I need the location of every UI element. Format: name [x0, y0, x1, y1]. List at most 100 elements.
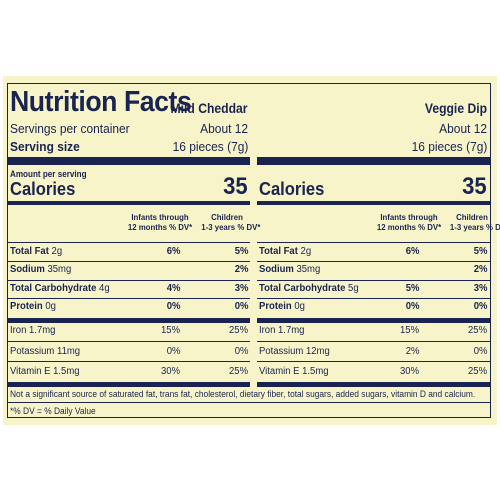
medium-rule-right	[257, 201, 490, 205]
header-divider	[8, 242, 250, 243]
nutrient-amount: 35mg	[47, 264, 72, 275]
nutrient-label-left: Vitamin E 1.5mg	[10, 367, 80, 377]
servings-value-left: About 12	[200, 121, 248, 136]
infants-dv-value: 6%	[166, 246, 180, 257]
nutrient-name: Total Fat	[259, 246, 298, 257]
row-divider	[257, 382, 490, 387]
children-dv-value: 3%	[234, 283, 248, 294]
children-dv-value: 2%	[234, 264, 248, 275]
daily-value-note: *% DV = % Daily Value	[10, 406, 96, 416]
infants-dv-value: 30%	[399, 366, 419, 377]
page-title: Nutrition Facts	[10, 86, 192, 118]
nutrient-name: Iron	[10, 325, 27, 336]
nutrient-label-left: Sodium 35mg	[10, 265, 71, 275]
children-dv-value: 5%	[234, 246, 248, 257]
thick-rule-left	[8, 157, 250, 165]
children-dv-value: 0%	[473, 301, 487, 312]
nutrient-label-right: Total Carbohydrate 5g	[259, 284, 359, 294]
medium-rule-left	[8, 201, 250, 205]
calories-label-left: Calories	[10, 179, 76, 199]
nutrient-amount: 2g	[300, 246, 312, 257]
nutrient-name: Protein	[10, 301, 43, 312]
children-dv-value: 25%	[228, 366, 248, 377]
row-divider	[257, 280, 490, 281]
nutrient-name: Vitamin E	[259, 366, 300, 377]
infants-dv-value: 0%	[166, 301, 180, 312]
infants-dv-header-left: Infants through 12 months % DV*	[127, 212, 193, 232]
footnote-divider	[8, 402, 490, 403]
row-divider	[257, 318, 490, 323]
children-dv-header-right: Children 1-3 years % DV*	[449, 212, 500, 232]
infants-dv-header-right: Infants through 12 months % DV*	[376, 212, 442, 232]
label-background	[3, 76, 497, 425]
nutrition-facts-border	[7, 83, 491, 418]
footnote-text: Not a significant source of saturated fa…	[10, 389, 476, 399]
infants-dv-value: 0%	[405, 301, 419, 312]
infants-dv-value: 30%	[160, 366, 180, 377]
nutrient-amount: 5g	[348, 283, 359, 294]
nutrient-label-right: Protein 0g	[259, 302, 305, 312]
nutrient-label-left: Total Fat 2g	[10, 247, 62, 257]
nutrient-amount: 1.7mg	[278, 325, 305, 336]
serving-size-value-right: 16 pieces (7g)	[411, 139, 487, 154]
row-divider	[257, 298, 490, 299]
nutrient-label-right: Total Fat 2g	[259, 247, 311, 257]
infants-dv-value: 0%	[166, 346, 180, 357]
amount-per-serving-label: Amount per serving	[10, 169, 87, 179]
nutrient-name: Potassium	[10, 346, 55, 357]
children-dv-value: 2%	[473, 264, 487, 275]
nutrient-label-right: Iron 1.7mg	[259, 326, 304, 336]
nutrient-name: Total Fat	[10, 246, 49, 257]
infants-dv-value: 15%	[160, 325, 180, 336]
nutrient-amount: 2g	[51, 246, 63, 257]
children-dv-value: 0%	[473, 346, 487, 357]
children-dv-value: 25%	[467, 366, 487, 377]
nutrient-amount: 1.5mg	[302, 366, 329, 377]
serving-size-value-left: 16 pieces (7g)	[172, 139, 248, 154]
nutrient-amount: 0g	[294, 301, 305, 312]
row-divider	[8, 318, 250, 323]
calories-label-right: Calories	[259, 179, 325, 199]
nutrient-name: Total Carbohydrate	[10, 283, 97, 294]
calories-value-left: 35	[223, 173, 248, 200]
nutrient-label-right: Sodium 35mg	[259, 265, 320, 275]
nutrient-amount: 1.7mg	[29, 325, 56, 336]
children-dv-value: 25%	[467, 325, 487, 336]
infants-dv-value: 15%	[399, 325, 419, 336]
row-divider	[8, 341, 250, 342]
children-dv-header-left: Children 1-3 years % DV*	[201, 212, 261, 232]
row-divider	[8, 261, 250, 262]
serving-size-label: Serving size	[10, 139, 80, 154]
row-divider	[8, 280, 250, 281]
nutrient-label-left: Iron 1.7mg	[10, 326, 55, 336]
nutrient-amount: 35mg	[296, 264, 321, 275]
infants-dv-value: 6%	[405, 246, 419, 257]
product-name-left: Mild Cheddar	[171, 101, 248, 116]
infants-dv-value: 5%	[405, 283, 419, 294]
nutrient-amount: 11mg	[56, 346, 81, 357]
product-name-right: Veggie Dip	[424, 101, 487, 116]
children-dv-value: 0%	[234, 346, 248, 357]
row-divider	[257, 361, 490, 362]
nutrient-label-left: Potassium 11mg	[10, 347, 80, 357]
children-dv-value: 3%	[473, 283, 487, 294]
nutrient-label-right: Potassium 12mg	[259, 347, 330, 357]
infants-dv-value: 4%	[166, 283, 180, 294]
row-divider	[257, 261, 490, 262]
header-divider	[257, 242, 490, 243]
nutrient-amount: 4g	[99, 283, 110, 294]
nutrient-label-right: Vitamin E 1.5mg	[259, 367, 329, 377]
nutrient-name: Vitamin E	[10, 366, 51, 377]
nutrient-name: Potassium	[259, 346, 304, 357]
servings-label-left: Servings per container	[10, 121, 130, 136]
calories-value-right: 35	[462, 173, 487, 200]
row-divider	[257, 341, 490, 342]
row-divider	[8, 298, 250, 299]
children-dv-value: 5%	[473, 246, 487, 257]
nutrient-label-left: Total Carbohydrate 4g	[10, 284, 110, 294]
nutrient-label-left: Protein 0g	[10, 302, 56, 312]
row-divider	[8, 361, 250, 362]
nutrient-name: Total Carbohydrate	[259, 283, 346, 294]
row-divider	[8, 382, 250, 387]
nutrient-name: Iron	[259, 325, 276, 336]
